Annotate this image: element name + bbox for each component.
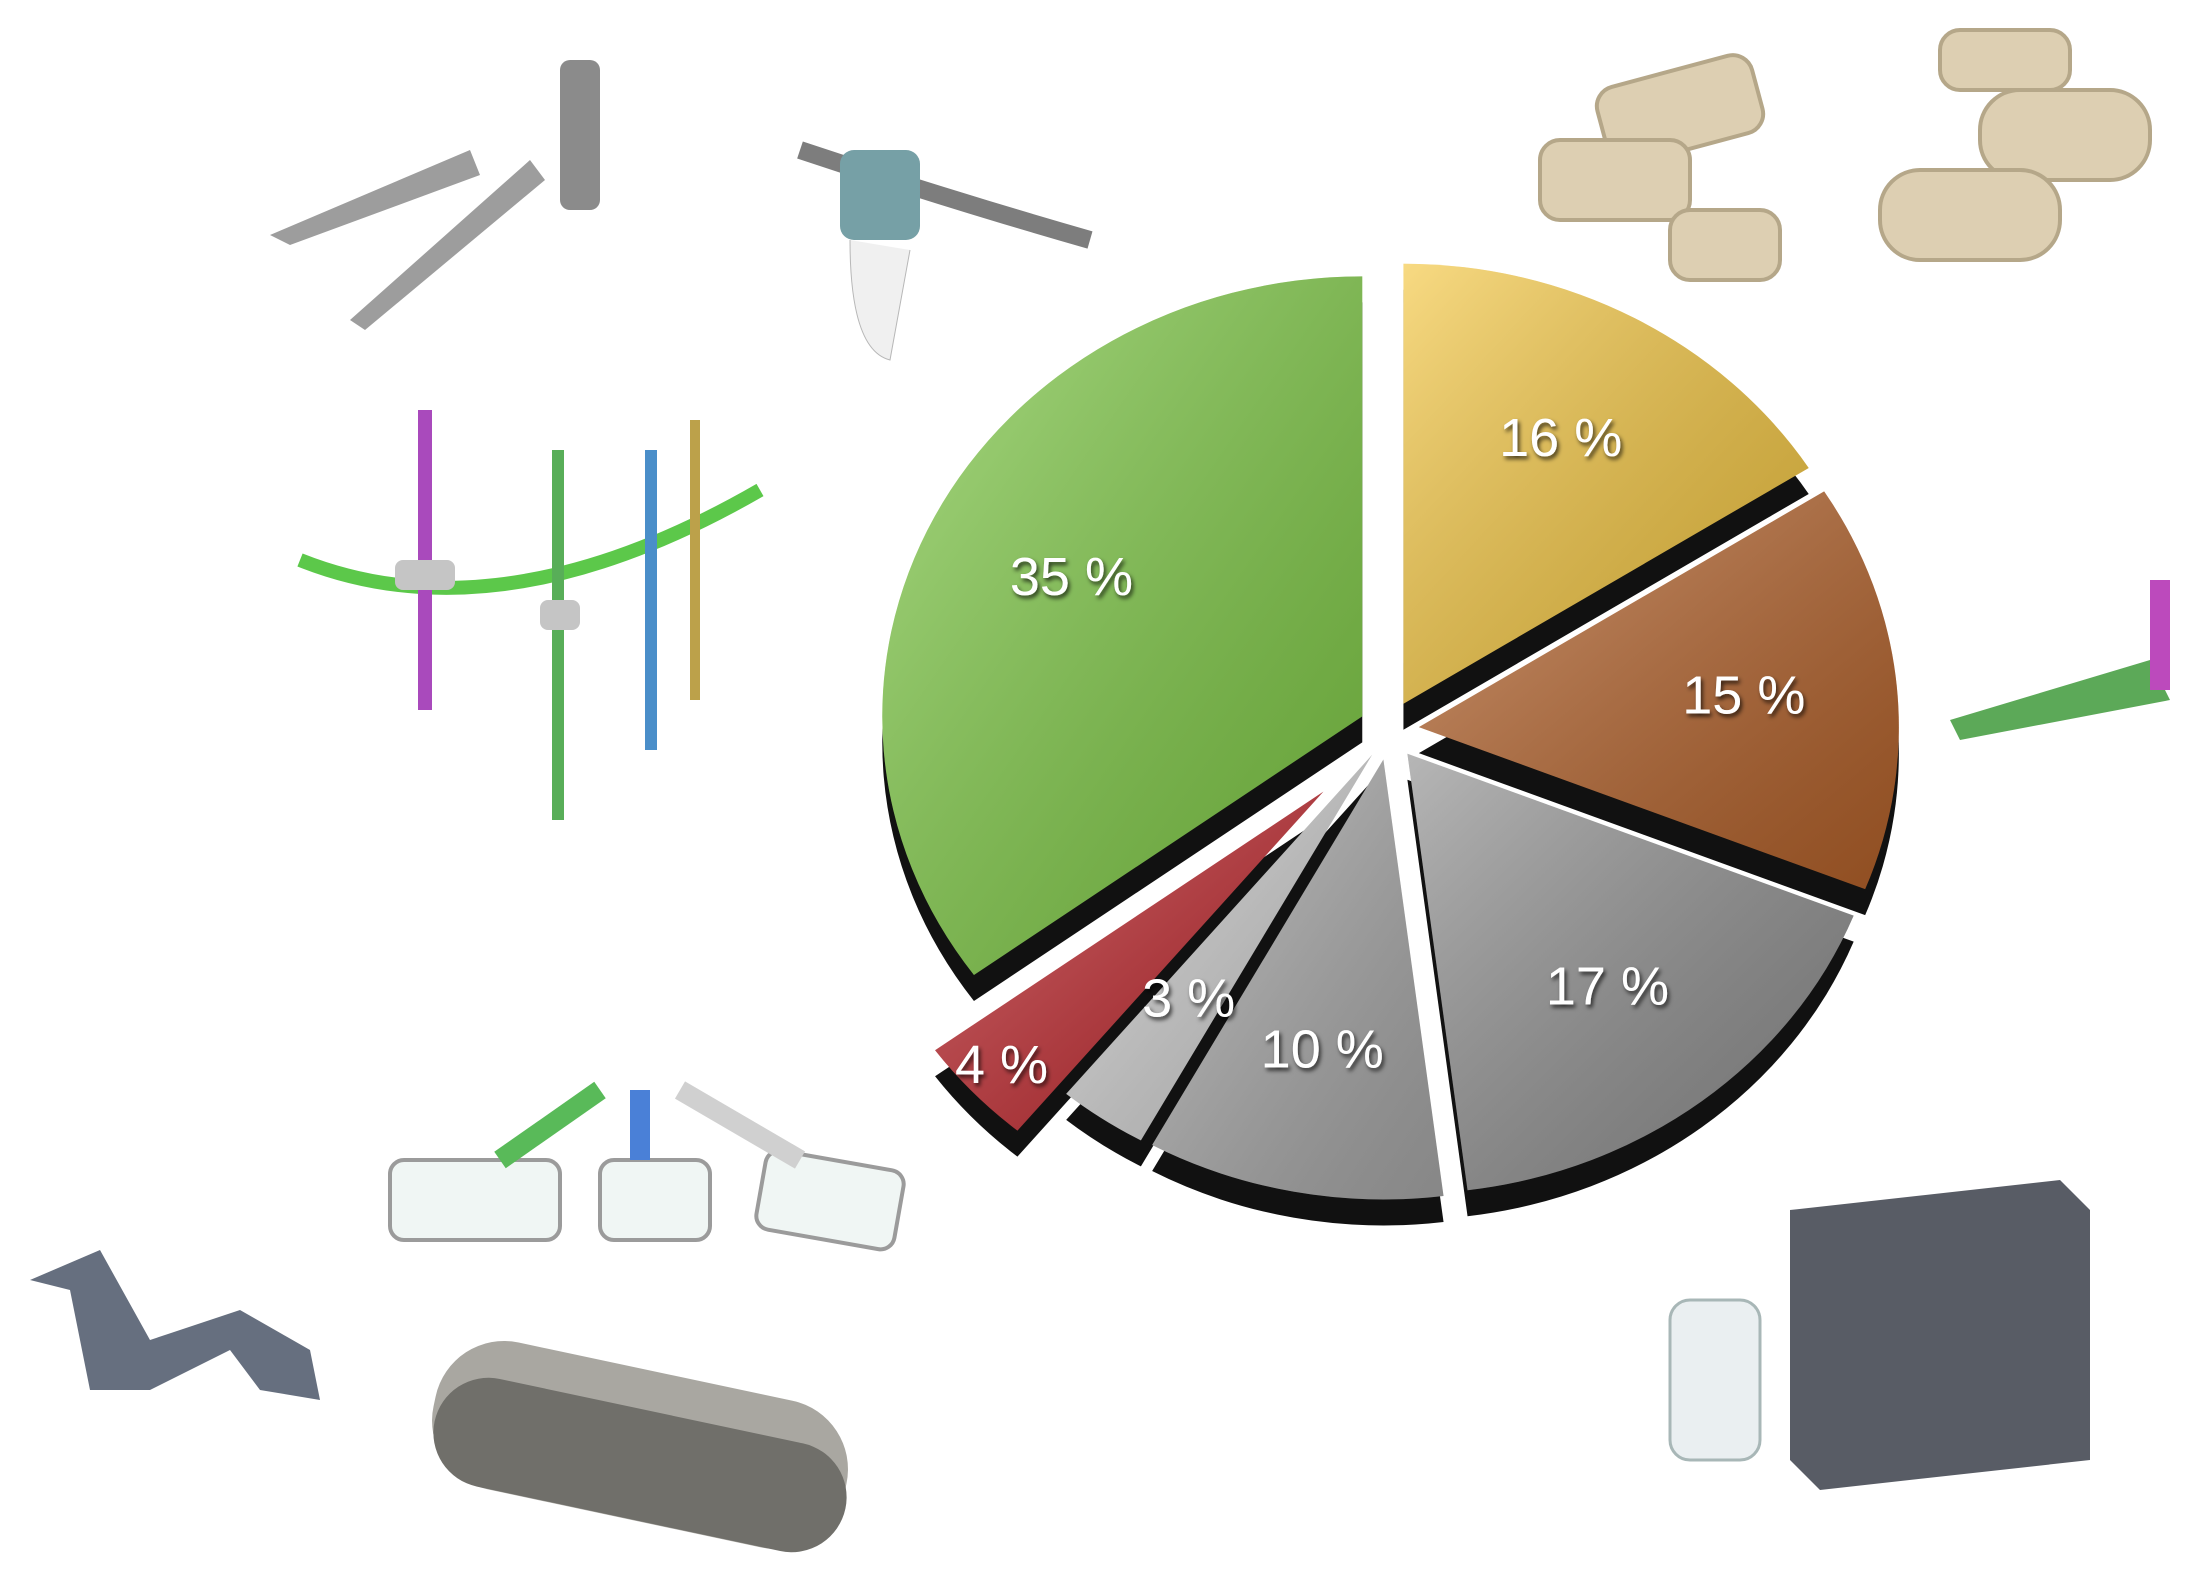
implant-screws — [270, 60, 600, 330]
slice-label: 15 % — [1682, 665, 1805, 725]
slice-label: 3 % — [1142, 969, 1235, 1029]
slice-label: 35 % — [1010, 547, 1133, 607]
product-images — [30, 28, 2170, 1553]
slice-label: 16 % — [1499, 408, 1622, 468]
interbody-cages — [1538, 28, 2152, 282]
pedicle-screws — [297, 410, 764, 820]
rod-clamp — [797, 141, 1093, 361]
disc-device — [432, 1341, 848, 1553]
slice-label: 4 % — [955, 1035, 1048, 1095]
granules-box — [1668, 1180, 2090, 1490]
plate — [30, 1250, 320, 1400]
slice-label: 10 % — [1261, 1020, 1384, 1080]
slice-label: 17 % — [1546, 956, 1669, 1016]
staple — [1950, 580, 2170, 740]
spacers — [388, 1081, 906, 1252]
pie: 16 % 15 % 17 % 10 % 3 % 4 % 35 % — [882, 263, 1899, 1226]
